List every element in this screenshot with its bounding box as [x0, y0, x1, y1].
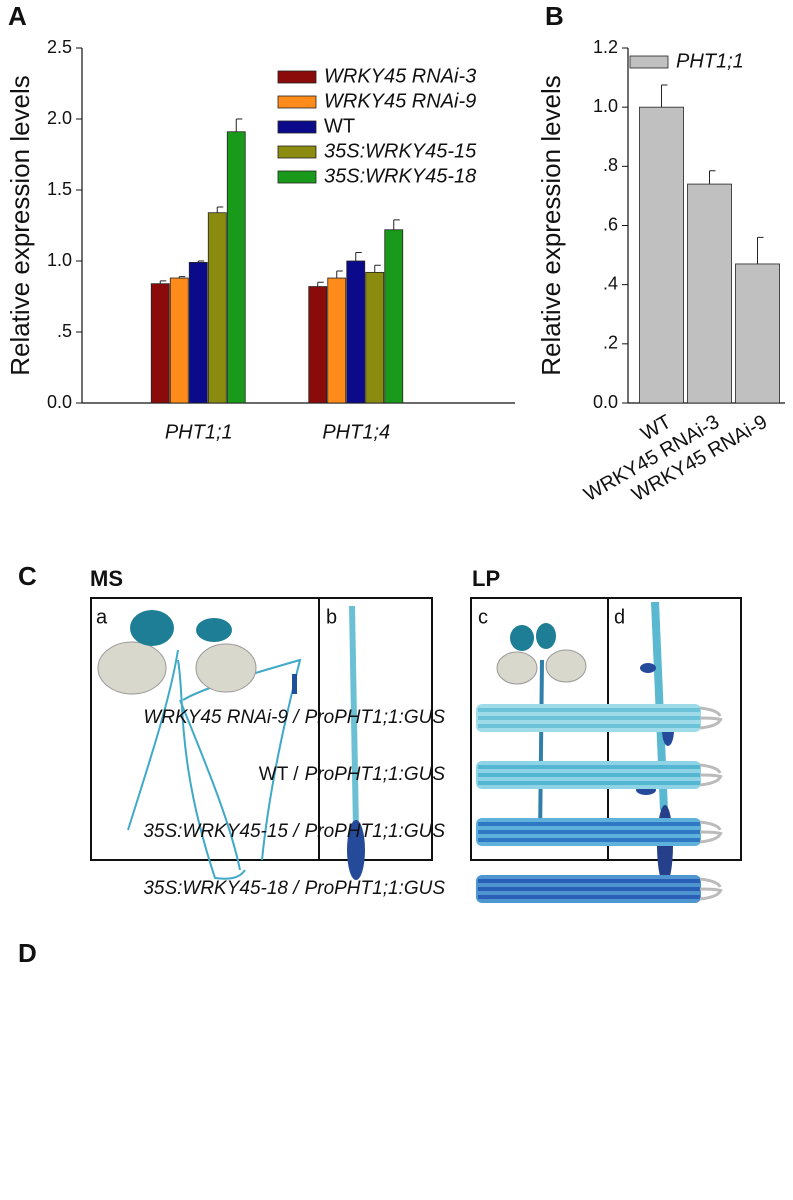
genotype: 35S:WRKY45-15 / [143, 821, 300, 842]
bar [308, 286, 328, 404]
error-bar [159, 280, 167, 284]
condition-label: MS [90, 566, 123, 591]
error-bar [216, 206, 224, 213]
bar [346, 260, 366, 404]
legend-swatch [277, 145, 317, 159]
y-tick-label: 1.5 [47, 179, 72, 199]
error-bar [197, 260, 205, 263]
legend-swatch [277, 120, 317, 134]
subpanel-label: c [478, 606, 488, 628]
error-bar [757, 236, 764, 264]
bar [207, 212, 227, 404]
y-tick-label: 0.0 [47, 392, 72, 412]
y-tick-label: 1.0 [593, 96, 618, 116]
reporter: ProPHT1;1:GUS [305, 878, 446, 899]
legend-swatch [277, 95, 317, 109]
reporter: ProPHT1;1:GUS [305, 707, 446, 728]
y-tick-label: 2.5 [47, 37, 72, 57]
legend-swatch [277, 170, 317, 184]
bar [327, 277, 347, 404]
y-tick-label: 1.2 [593, 37, 618, 57]
y-axis-title: Relative expression levels [5, 75, 35, 376]
condition-label: LP [472, 566, 500, 591]
legend-swatch [629, 55, 669, 69]
bar [735, 263, 780, 404]
legend-label: 35S:WRKY45-18 [324, 165, 476, 187]
y-tick-label: .6 [603, 214, 618, 234]
reporter: ProPHT1;1:GUS [305, 764, 446, 785]
reporter: ProPHT1;1:GUS [305, 821, 446, 842]
legend-label: WT [324, 115, 355, 137]
error-bar [374, 264, 381, 273]
genotype-label: 35S:WRKY45-18 /ProPHT1;1:GUS [143, 878, 445, 899]
legend-label: PHT1;1 [676, 50, 744, 72]
error-bar [336, 270, 343, 279]
panel-label: A [8, 1, 27, 31]
x-tick-label: PHT1;4 [322, 421, 390, 443]
genotype-label: WT / ProPHT1;1:GUS [259, 764, 446, 785]
bar [365, 271, 385, 404]
y-tick-label: 0.0 [593, 392, 618, 412]
root-tip [699, 877, 723, 901]
error-bar [393, 219, 400, 230]
genotype-label: 35S:WRKY45-15 /ProPHT1;1:GUS [143, 821, 445, 842]
root-tip [699, 763, 723, 787]
error-bar [317, 281, 324, 287]
genotype: 35S:WRKY45-18 / [143, 878, 300, 899]
panel-label: C [18, 561, 37, 591]
root-tip [699, 706, 723, 730]
bar [384, 229, 404, 404]
bar [169, 277, 189, 404]
y-tick-label: 2.0 [47, 108, 72, 128]
subpanel-label: a [96, 606, 108, 628]
genotype-label: WRKY45 RNAi-9 /ProPHT1;1:GUS [143, 707, 445, 728]
y-tick-label: .4 [603, 273, 618, 293]
legend-swatch [277, 70, 317, 84]
bar [639, 106, 684, 404]
y-axis-title: Relative expression levels [536, 75, 566, 376]
y-tick-label: .8 [603, 155, 618, 175]
legend-label: WRKY45 RNAi-3 [324, 65, 476, 87]
genotype: WT / [259, 764, 299, 785]
x-tick-label: PHT1;1 [165, 421, 233, 443]
legend-label: 35S:WRKY45-15 [324, 140, 477, 162]
panel-label: D [18, 938, 37, 968]
error-bar [355, 251, 362, 261]
bar [687, 183, 732, 404]
legend-label: WRKY45 RNAi-9 [324, 90, 476, 112]
error-bar [235, 118, 243, 132]
panel-label: B [545, 1, 564, 31]
error-bar [178, 276, 186, 279]
bar [150, 283, 170, 404]
error-bar [709, 170, 716, 185]
y-tick-label: .5 [57, 321, 72, 341]
genotype: WRKY45 RNAi-9 / [143, 707, 300, 728]
root-tip [699, 820, 723, 844]
subpanel-label: b [326, 606, 337, 628]
bar [226, 131, 246, 404]
bar [188, 262, 208, 404]
error-bar [661, 84, 668, 108]
subpanel-label: d [614, 606, 625, 628]
y-tick-label: 1.0 [47, 250, 72, 270]
y-tick-label: .2 [603, 333, 618, 353]
